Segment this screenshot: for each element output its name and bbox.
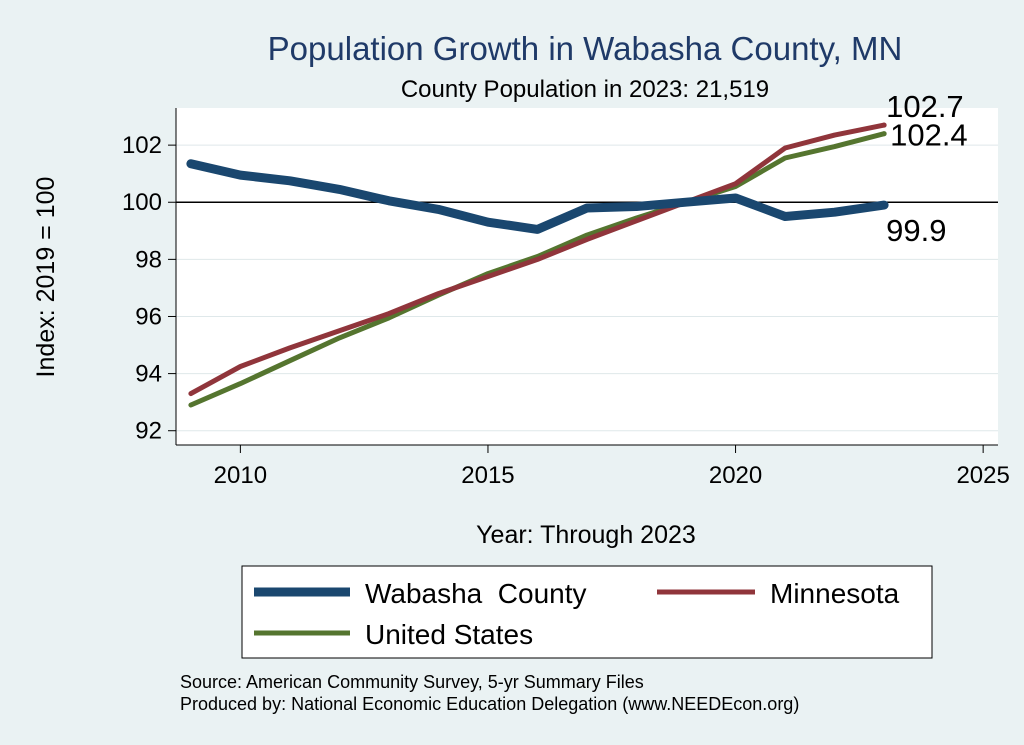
y-axis-ticks: 92 94 96 98 100 102 <box>122 132 176 445</box>
end-label-united-states: 102.4 <box>890 118 968 153</box>
y-tick-label-92: 92 <box>135 418 162 445</box>
source-note: Source: American Community Survey, 5-yr … <box>180 672 644 692</box>
legend-label-united-states: United States <box>365 619 533 650</box>
end-label-wabasha: 99.9 <box>886 213 946 248</box>
x-tick-label-2025: 2025 <box>956 462 1009 489</box>
series-endpoint-wabasha <box>881 202 887 208</box>
y-tick-label-100: 100 <box>122 189 162 216</box>
producer-note: Produced by: National Economic Education… <box>180 694 799 714</box>
plot-area <box>176 108 998 445</box>
y-axis-title: Index: 2019 = 100 <box>32 177 60 378</box>
series-layer <box>186 122 889 408</box>
x-tick-label-2015: 2015 <box>461 462 514 489</box>
chart-title: Population Growth in Wabasha County, MN <box>268 30 903 67</box>
series-line-wabasha <box>186 159 889 234</box>
series-endpoint-minnesota <box>881 122 887 128</box>
end-label-minnesota: 102.7 <box>886 89 964 124</box>
series-line-united-states <box>188 131 887 408</box>
x-tick-label-2010: 2010 <box>214 462 267 489</box>
y-tick-label-94: 94 <box>135 361 162 388</box>
x-axis-title: Year: Through 2023 <box>476 521 696 549</box>
y-tick-label-96: 96 <box>135 303 162 330</box>
legend-label-minnesota: Minnesota <box>770 578 900 609</box>
series-line-minnesota <box>188 122 887 397</box>
x-axis-ticks: 2010 2015 2020 2025 <box>214 445 1010 489</box>
legend-label-wabasha: Wabasha County <box>365 578 587 609</box>
legend-box <box>241 565 933 659</box>
y-tick-label-98: 98 <box>135 246 162 273</box>
series-endpoint-united-states <box>881 131 887 137</box>
x-tick-label-2020: 2020 <box>709 462 762 489</box>
y-tick-label-102: 102 <box>122 132 162 159</box>
chart-subtitle: County Population in 2023: 21,519 <box>401 76 769 103</box>
